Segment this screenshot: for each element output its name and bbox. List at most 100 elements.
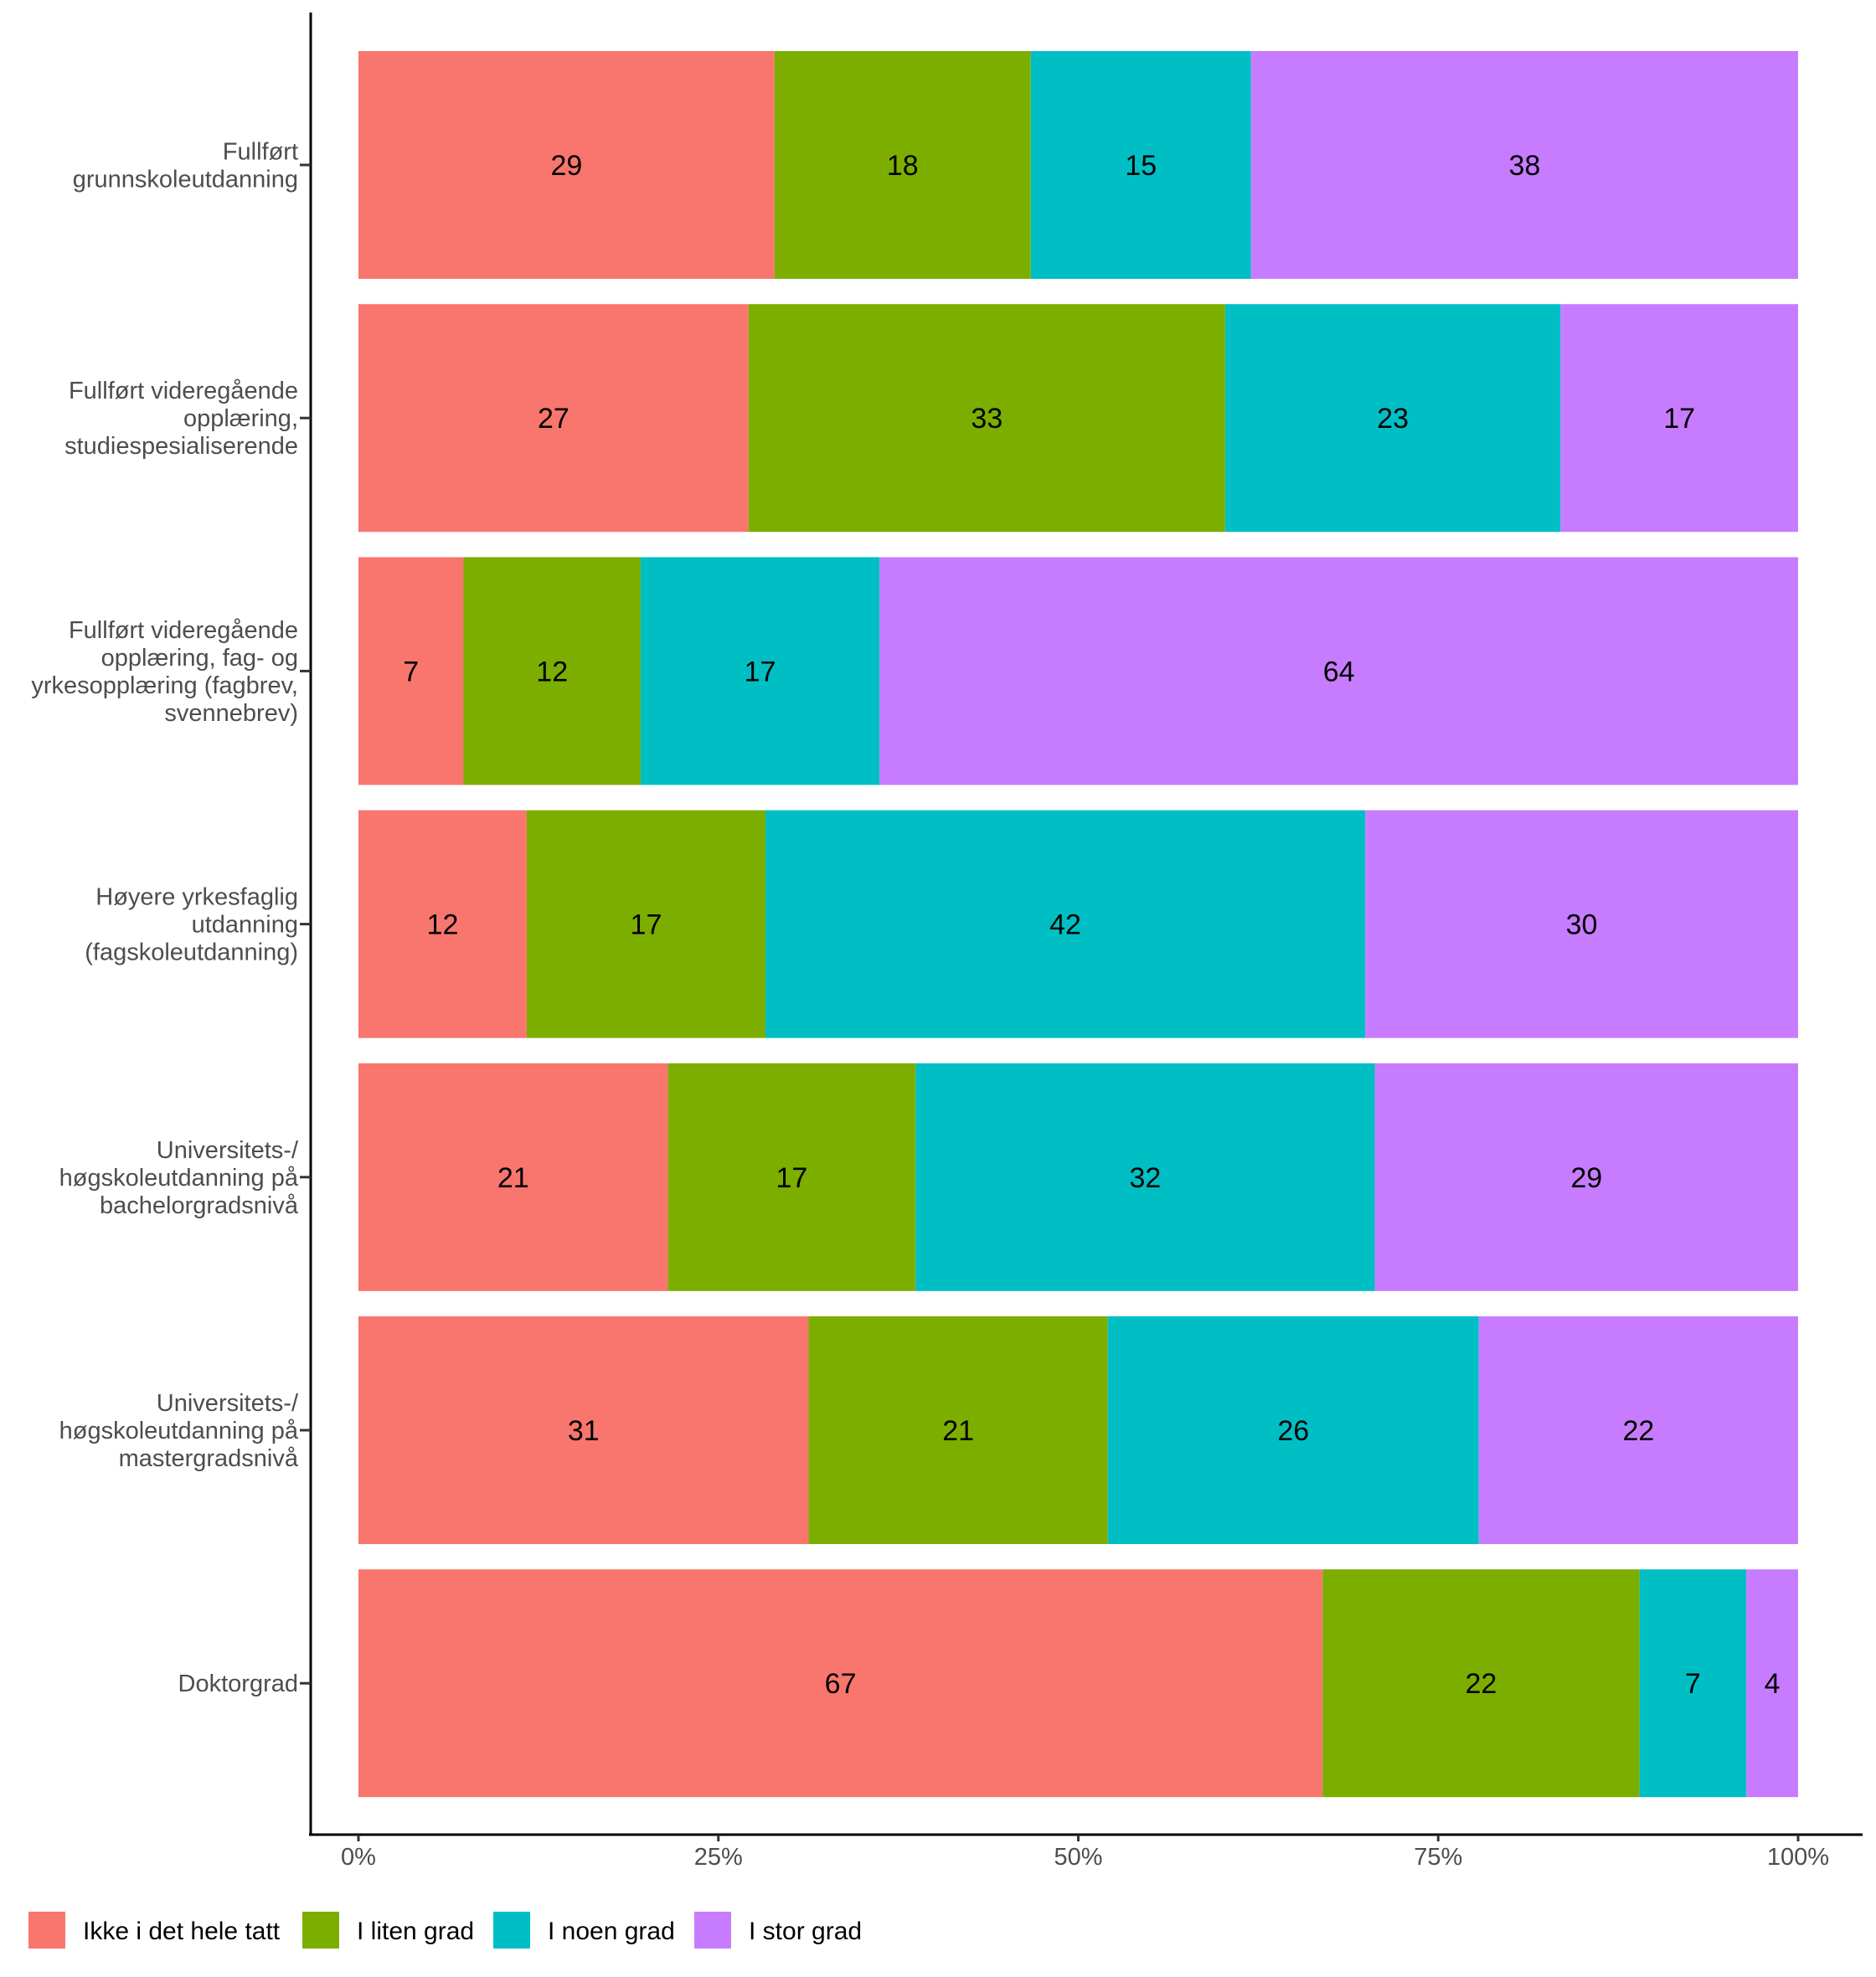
bar-segment-3-2 (463, 557, 641, 785)
bar-segment-4-2 (526, 810, 765, 1038)
category-label-line: Høyere yrkesfaglig (95, 884, 298, 911)
category-label-line: utdanning (192, 912, 298, 939)
data-label: 32 (1130, 1162, 1162, 1194)
category-label-line: Doktorgrad (178, 1671, 298, 1697)
bar-segment-6-3 (1107, 1316, 1479, 1544)
bar-segment-2-4 (1560, 304, 1798, 533)
data-label: 67 (825, 1668, 857, 1700)
legend-label: I noen grad (548, 1918, 675, 1945)
bar-segment-4-1 (358, 810, 527, 1038)
bar-segment-7-1 (358, 1569, 1323, 1798)
data-label: 21 (942, 1415, 974, 1447)
data-label: 17 (776, 1162, 808, 1194)
x-tick-label: 25% (694, 1844, 743, 1871)
bar-segment-6-2 (808, 1316, 1108, 1544)
legend-label: Ikke i det hele tatt (83, 1918, 281, 1945)
legend-item: I noen grad (493, 1912, 675, 1949)
bar-segment-2-2 (748, 304, 1225, 533)
bar-segment-5-2 (667, 1063, 916, 1291)
category-label-line: Universitets-/ (157, 1137, 299, 1164)
data-label: 26 (1277, 1415, 1309, 1447)
data-label: 38 (1508, 150, 1540, 182)
data-label: 12 (427, 909, 459, 941)
bar-segment-7-3 (1639, 1569, 1747, 1798)
legend-key (28, 1912, 65, 1949)
bar-segment-6-4 (1478, 1316, 1798, 1544)
data-label: 4 (1765, 1668, 1781, 1700)
data-label: 18 (887, 150, 919, 182)
category-label-line: opplæring, fag- og (101, 645, 298, 672)
category-label: Fullført grunnskoleutdanning (73, 139, 298, 193)
x-tick-label: 75% (1414, 1844, 1462, 1871)
bar-segment-1-1 (358, 51, 775, 279)
legend-item: Ikke i det hele tatt (28, 1912, 281, 1949)
category-label-line: bachelorgradsnivå (100, 1192, 299, 1219)
data-label: 22 (1622, 1415, 1654, 1447)
bar-segment-7-2 (1322, 1569, 1640, 1798)
x-tick-label: 100% (1767, 1844, 1829, 1871)
category-label: Universitets-/høgskoleutdanning på master… (59, 1390, 299, 1472)
legend-key (302, 1912, 339, 1949)
category-label-line: Fullført videregående (69, 378, 298, 404)
legend: Ikke i det hele tatt I liten grad I noen g… (28, 1912, 862, 1949)
bar-segment-7-4 (1746, 1569, 1798, 1798)
category-label-line: høgskoleutdanning på (59, 1165, 299, 1192)
bar-segment-4-4 (1365, 810, 1798, 1038)
data-labels-layer: 29 18 15 38 27 33 23 17 7 12 17 64 12 17 42 30 21 17 32 29 3… (403, 150, 1780, 1700)
bar-segment-3-4 (879, 557, 1798, 785)
data-label: 29 (1570, 1162, 1602, 1194)
bar-segment-5-3 (915, 1063, 1375, 1291)
data-label: 21 (497, 1162, 529, 1194)
bars-layer (358, 51, 1798, 1798)
legend-label: I stor grad (749, 1918, 862, 1945)
category-label-line: mastergradsnivå (119, 1445, 299, 1472)
data-label: 23 (1377, 403, 1409, 435)
category-label-line: Universitets-/ (157, 1390, 299, 1417)
category-label-line: svennebrev) (164, 700, 298, 727)
bar-segment-2-1 (358, 304, 749, 533)
category-label: Doktorgrad (178, 1671, 298, 1697)
data-label: 22 (1466, 1668, 1497, 1700)
data-label: 7 (403, 656, 419, 687)
data-label: 30 (1566, 909, 1598, 941)
category-label-line: høgskoleutdanning på (59, 1418, 299, 1444)
legend-item: I stor grad (694, 1912, 862, 1949)
data-label: 31 (568, 1415, 600, 1447)
y-axis-ticks: Fullført grunnskoleutdanning Fullført vide… (31, 139, 311, 1697)
data-label: 64 (1323, 656, 1355, 687)
data-label: 33 (971, 403, 1002, 435)
bar-segment-5-4 (1374, 1063, 1798, 1291)
bar-segment-1-3 (1030, 51, 1251, 279)
category-label-line: opplæring, (183, 405, 298, 432)
data-label: 17 (745, 656, 776, 687)
legend-key (694, 1912, 731, 1949)
data-label: 15 (1125, 150, 1157, 182)
bar-segment-2-3 (1224, 304, 1561, 533)
bar-segment-1-2 (774, 51, 1031, 279)
x-tick-label: 0% (341, 1844, 376, 1871)
data-label: 17 (631, 909, 662, 941)
bar-segment-3-1 (358, 557, 464, 785)
data-label: 7 (1685, 1668, 1701, 1700)
data-label: 42 (1049, 909, 1081, 941)
legend-item: I liten grad (302, 1912, 474, 1949)
legend-label: I liten grad (357, 1918, 474, 1945)
category-label: Høyere yrkesfaglig utdanning (fagskoleutda… (85, 884, 298, 966)
category-label-line: (fagskoleutdanning) (85, 940, 298, 966)
bar-segment-5-1 (358, 1063, 668, 1291)
category-label-line: studiespesialiserende (64, 433, 298, 460)
bar-segment-3-3 (640, 557, 880, 785)
category-label-line: Fullført videregående (69, 617, 298, 644)
category-label-line: Fullført (223, 139, 298, 166)
category-label-line: grunnskoleutdanning (73, 167, 298, 193)
x-tick-label: 50% (1054, 1844, 1102, 1871)
bar-segment-4-3 (765, 810, 1366, 1038)
bar-segment-1-4 (1250, 51, 1798, 279)
x-axis-ticks: 0% 25% 50% 75% 100% (341, 1835, 1829, 1871)
category-label: Universitets-/høgskoleutdanning på bachel… (59, 1137, 299, 1219)
data-label: 17 (1663, 403, 1695, 435)
data-label: 27 (538, 403, 570, 435)
legend-key (493, 1912, 530, 1949)
bar-segment-6-1 (358, 1316, 809, 1544)
